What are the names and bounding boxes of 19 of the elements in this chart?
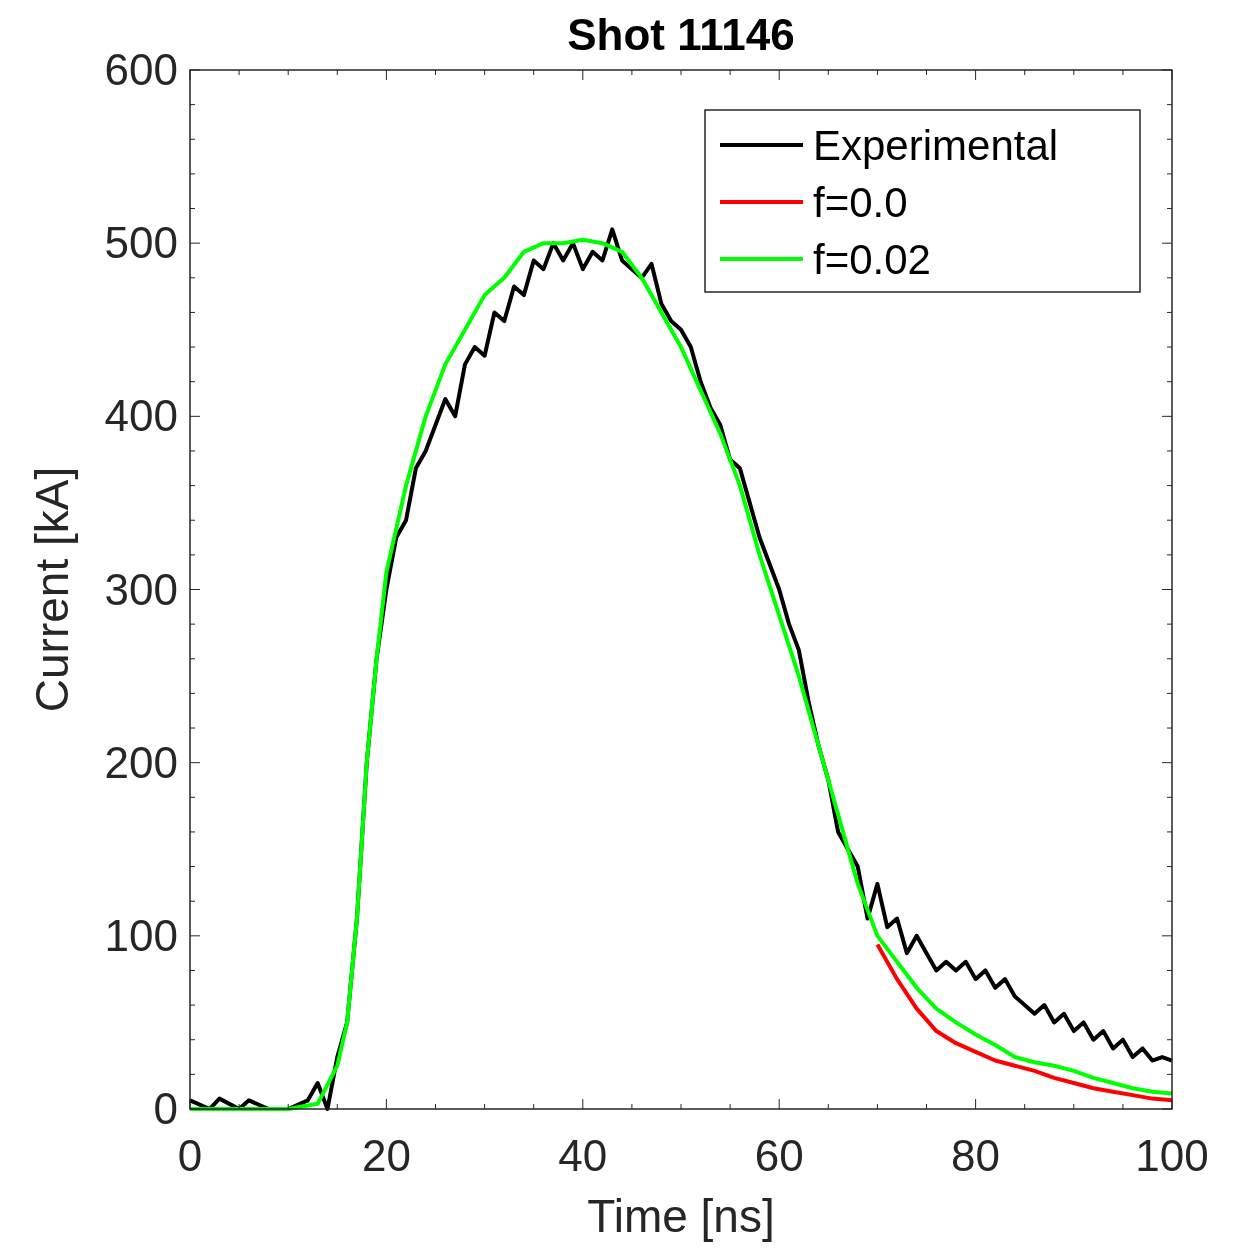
line-series (875, 942, 1174, 1103)
x-tick-label: 100 (1135, 1131, 1209, 1180)
x-axis-title: Time [ns] (587, 1190, 775, 1242)
y-tick-label: 500 (104, 218, 178, 268)
chart-title: Shot 11146 (567, 10, 795, 59)
legend-label: Experimental (813, 122, 1059, 169)
y-axis-title: Current [kA] (26, 466, 78, 713)
y-tick-label: 300 (104, 564, 178, 614)
y-tick-label: 400 (104, 391, 178, 441)
x-tick-label: 40 (558, 1131, 608, 1180)
legend-label: f=0.02 (813, 236, 931, 283)
legend-label: f=0.0 (813, 179, 908, 226)
x-tick-label: 80 (951, 1131, 1001, 1180)
y-tick-label: 600 (104, 45, 178, 94)
x-tick-label: 20 (361, 1131, 411, 1180)
y-tick-label: 100 (104, 910, 178, 960)
x-tick-label: 60 (754, 1131, 804, 1180)
y-tick-label: 0 (153, 1084, 178, 1133)
y-tick-label: 200 (104, 737, 178, 787)
